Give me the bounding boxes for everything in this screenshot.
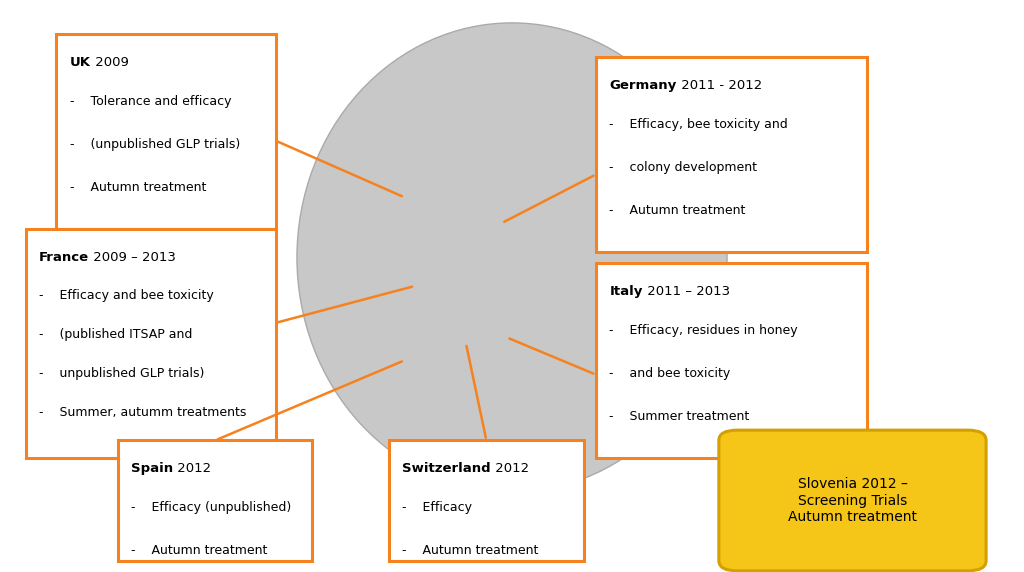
FancyBboxPatch shape: [596, 263, 867, 458]
FancyBboxPatch shape: [56, 34, 276, 229]
Text: -    Summer, autumm treatments: - Summer, autumm treatments: [39, 406, 247, 419]
Text: Switzerland: Switzerland: [402, 462, 492, 475]
FancyBboxPatch shape: [596, 57, 867, 252]
Text: 2012: 2012: [492, 462, 529, 475]
Text: -    Efficacy and bee toxicity: - Efficacy and bee toxicity: [39, 289, 214, 303]
Text: -    Summer treatment: - Summer treatment: [609, 410, 750, 423]
Text: 2009: 2009: [91, 56, 128, 69]
Text: -    Autumn treatment: - Autumn treatment: [70, 181, 206, 194]
FancyBboxPatch shape: [389, 440, 584, 561]
Text: Slovenia 2012 –
Screening Trials
Autumn treatment: Slovenia 2012 – Screening Trials Autumn …: [788, 477, 916, 524]
Text: -    Autumn treatment: - Autumn treatment: [131, 544, 267, 557]
Text: -    (published ITSAP and: - (published ITSAP and: [39, 328, 193, 341]
Text: 2009 – 2013: 2009 – 2013: [89, 251, 176, 264]
Text: 2011 – 2013: 2011 – 2013: [643, 285, 730, 298]
Text: -    Efficacy, bee toxicity and: - Efficacy, bee toxicity and: [609, 118, 788, 131]
Text: 2011 - 2012: 2011 - 2012: [677, 79, 762, 92]
Text: -    Efficacy (unpublished): - Efficacy (unpublished): [131, 501, 291, 514]
Text: -    Efficacy, residues in honey: - Efficacy, residues in honey: [609, 324, 798, 337]
Text: -    Efficacy: - Efficacy: [402, 501, 472, 514]
Ellipse shape: [297, 23, 727, 492]
Text: Germany: Germany: [609, 79, 677, 92]
FancyBboxPatch shape: [719, 430, 986, 571]
Text: France: France: [39, 251, 89, 264]
Text: 2012: 2012: [173, 462, 211, 475]
FancyBboxPatch shape: [26, 229, 276, 458]
FancyBboxPatch shape: [118, 440, 312, 561]
Text: -    colony development: - colony development: [609, 161, 758, 174]
Text: Spain: Spain: [131, 462, 173, 475]
Text: -    Autumn treatment: - Autumn treatment: [402, 544, 539, 557]
Text: -    unpublished GLP trials): - unpublished GLP trials): [39, 367, 204, 380]
Text: Italy: Italy: [609, 285, 643, 298]
Text: -    (unpublished GLP trials): - (unpublished GLP trials): [70, 138, 240, 151]
Text: -    Autumn treatment: - Autumn treatment: [609, 204, 745, 217]
Text: -    Tolerance and efficacy: - Tolerance and efficacy: [70, 95, 231, 108]
Text: UK: UK: [70, 56, 91, 69]
Text: -    and bee toxicity: - and bee toxicity: [609, 367, 730, 380]
